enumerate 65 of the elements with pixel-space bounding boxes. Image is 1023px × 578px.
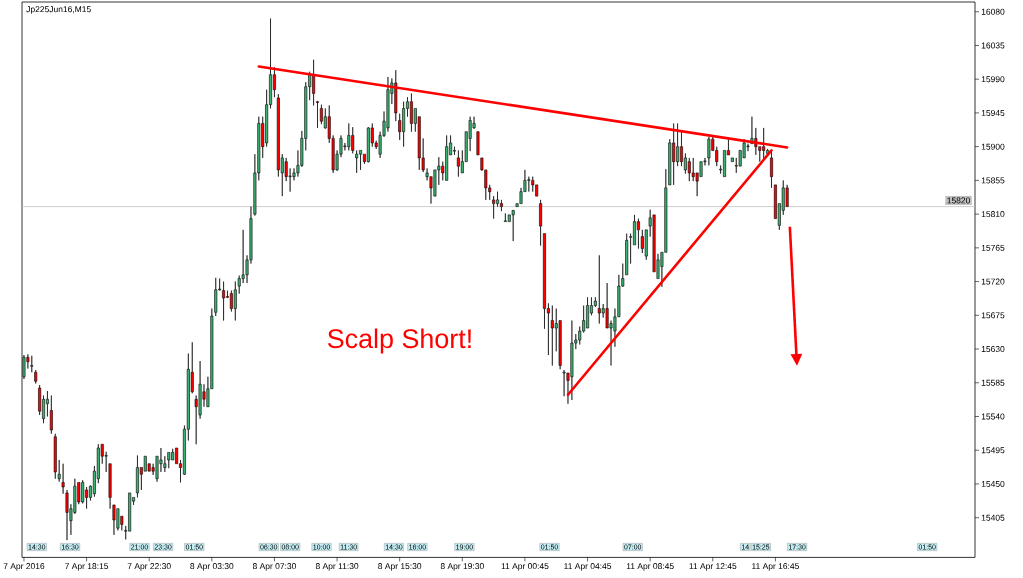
candlestick [167, 452, 171, 469]
y-tick-label: 15810 [981, 211, 1005, 218]
candlestick [539, 199, 543, 246]
x-tick-label: 7 Apr 18:15 [65, 563, 109, 571]
candlestick [34, 369, 38, 384]
y-tick-label: 15945 [981, 109, 1005, 116]
candlestick [222, 281, 226, 321]
candlestick [570, 320, 574, 401]
candlestick [597, 255, 601, 324]
x-tick-label: 8 Apr 11:30 [315, 563, 359, 571]
candlestick [366, 126, 370, 163]
candlestick [30, 355, 34, 373]
candlestick [319, 104, 323, 125]
candlestick [550, 305, 554, 366]
y-tick-label: 15405 [981, 514, 1005, 521]
x-tick-label: 8 Apr 03:30 [190, 563, 234, 571]
candlestick [644, 229, 648, 261]
candlestick [394, 69, 398, 122]
x-tick-label: 7 Apr 2016 [3, 563, 45, 571]
y-tick-label: 15900 [981, 143, 1005, 150]
candlestick [707, 136, 711, 166]
candlestick [586, 297, 590, 329]
candlestick [116, 508, 120, 531]
candlestick [492, 195, 496, 219]
x-tick-label: 7 Apr 22:30 [127, 563, 171, 571]
y-tick-label: 15990 [981, 76, 1005, 83]
candlestick [53, 433, 57, 479]
y-tick-label: 15630 [981, 346, 1005, 353]
candlestick [49, 395, 53, 435]
y-tick-label: 15720 [981, 278, 1005, 285]
x-tick-label: 11 Apr 04:45 [564, 563, 612, 571]
x-tick-label: 11 Apr 16:45 [752, 563, 799, 571]
candlestick [359, 150, 363, 171]
candlestick [445, 135, 449, 181]
ref-line-label: 15820 [947, 197, 970, 204]
candlestick [409, 93, 413, 132]
y-tick-label: 15855 [981, 177, 1005, 184]
x-tick-label: 11 Apr 12:45 [689, 563, 737, 571]
y-tick-label: 16080 [981, 8, 1005, 15]
candlestick [511, 210, 515, 242]
y-tick-label: 15585 [981, 379, 1005, 386]
candlestick [503, 213, 507, 222]
y-tick-label: 15450 [981, 480, 1005, 487]
candlestick [687, 157, 691, 182]
x-tick-label: 11 Apr 00:45 [501, 563, 549, 571]
chart-title: Jp225Jun16,M15 [26, 6, 91, 14]
candlestick [347, 123, 351, 151]
y-tick-label: 15675 [981, 312, 1005, 319]
candlestick [316, 100, 319, 129]
candlestick [402, 101, 406, 147]
y-tick-label: 15540 [981, 413, 1005, 420]
candlestick [135, 455, 139, 498]
candlestick [636, 218, 640, 249]
y-tick-label: 16035 [981, 42, 1005, 49]
candlestick [625, 233, 629, 276]
x-tick-label: 11 Apr 08:45 [626, 563, 674, 571]
candlestick [476, 131, 480, 156]
x-tick-label: 8 Apr 07:30 [252, 563, 296, 571]
candlestick [456, 150, 460, 177]
x-tick-label: 8 Apr 15:30 [378, 563, 422, 571]
y-tick-label: 15765 [981, 244, 1005, 251]
y-tick-label: 15495 [981, 447, 1005, 454]
annotation: Scalp Short! [327, 328, 471, 354]
candlestick [730, 157, 734, 162]
x-tick-label: 8 Apr 19:30 [440, 563, 484, 571]
